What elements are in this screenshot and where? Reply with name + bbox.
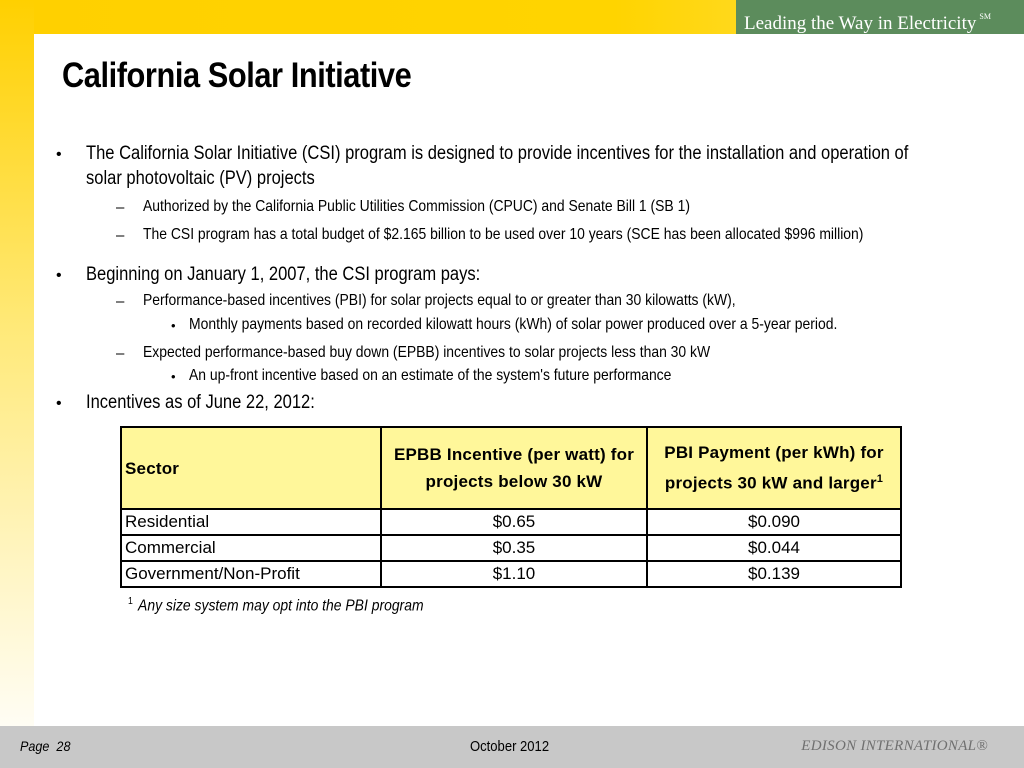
sub-bullet-2b: Expected performance-based buy down (EPB… — [143, 344, 711, 361]
dash-icon: – — [116, 345, 125, 362]
footnote-text: Any size system may opt into the PBI pro… — [138, 597, 424, 615]
header-pbi-footnote-mark: 1 — [876, 473, 884, 486]
table-row: Government/Non-Profit $1.10 $0.139 — [120, 560, 902, 588]
cell-sector: Government/Non-Profit — [120, 560, 382, 588]
sub-bullet-1a: Authorized by the California Public Util… — [143, 198, 690, 215]
incentives-table: Sector EPBB Incentive (per watt) for pro… — [120, 426, 902, 588]
brand-logo: EDISON INTERNATIONAL® — [801, 738, 988, 754]
cell-pbi: $0.044 — [646, 534, 902, 562]
header-sector: Sector — [120, 426, 382, 510]
left-banner — [0, 0, 34, 726]
detail-2b: An up-front incentive based on an estima… — [189, 367, 672, 384]
header-pbi: PBI Payment (per kWh) for projects 30 kW… — [646, 426, 902, 510]
bullet-icon: • — [171, 318, 176, 333]
cell-epbb: $0.65 — [380, 508, 648, 536]
page-number-value: 28 — [56, 738, 71, 754]
detail-2a: Monthly payments based on recorded kilow… — [189, 316, 838, 333]
service-mark: SM — [979, 12, 991, 21]
slide-title: California Solar Initiative — [62, 56, 412, 95]
table-row: Residential $0.65 $0.090 — [120, 508, 902, 536]
cell-epbb: $1.10 — [380, 560, 648, 588]
footer-bar — [0, 726, 1024, 768]
table-header-row: Sector EPBB Incentive (per watt) for pro… — [120, 426, 902, 510]
dash-icon: – — [116, 199, 125, 216]
bullet-2-text: Beginning on January 1, 2007, the CSI pr… — [86, 264, 481, 285]
dash-icon: – — [116, 227, 125, 244]
sub-bullet-1b: The CSI program has a total budget of $2… — [143, 226, 864, 243]
footnote-mark: 1 — [128, 596, 133, 607]
slide-canvas — [34, 34, 1024, 726]
cell-pbi: $0.090 — [646, 508, 902, 536]
page-number: Page 28 — [20, 738, 70, 754]
page-label-text: Page — [20, 738, 50, 754]
table-row: Commercial $0.35 $0.044 — [120, 534, 902, 562]
bullet-1-line-1: The California Solar Initiative (CSI) pr… — [86, 143, 909, 164]
dash-icon: – — [116, 293, 125, 310]
header-pbi-text: PBI Payment (per kWh) for projects 30 kW… — [664, 443, 884, 493]
bullet-icon: • — [171, 369, 176, 384]
cell-epbb: $0.35 — [380, 534, 648, 562]
bullet-3-text: Incentives as of June 22, 2012: — [86, 392, 315, 413]
sub-bullet-2a: Performance-based incentives (PBI) for s… — [143, 292, 736, 309]
bullet-1-line-2: solar photovoltaic (PV) projects — [86, 168, 315, 189]
bullet-icon: • — [56, 146, 62, 163]
cell-pbi: $0.139 — [646, 560, 902, 588]
tagline-text: Leading the Way in Electricity — [744, 13, 977, 34]
header-epbb: EPBB Incentive (per watt) for projects b… — [380, 426, 648, 510]
tagline-banner: Leading the Way in Electricity SM — [736, 0, 1024, 34]
bullet-icon: • — [56, 395, 62, 412]
cell-sector: Residential — [120, 508, 382, 536]
table-footnote: 1 Any size system may opt into the PBI pr… — [128, 596, 424, 615]
cell-sector: Commercial — [120, 534, 382, 562]
footer-date: October 2012 — [470, 738, 550, 755]
bullet-icon: • — [56, 267, 62, 284]
